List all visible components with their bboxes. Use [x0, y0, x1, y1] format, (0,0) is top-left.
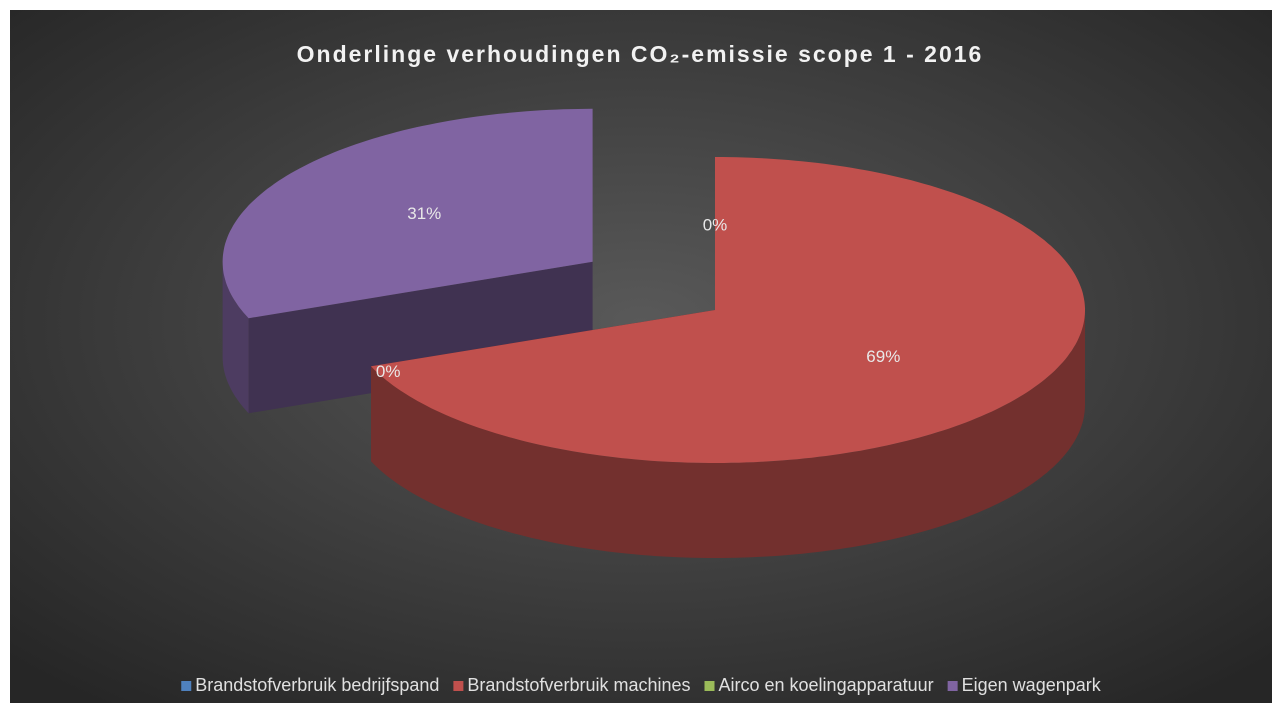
legend-label: Brandstofverbruik bedrijfspand: [195, 675, 439, 695]
legend-swatch: [704, 681, 715, 691]
legend-swatch: [181, 681, 192, 691]
slice: [222, 108, 593, 319]
data-label: 0%: [376, 362, 401, 381]
data-label: 0%: [703, 215, 728, 234]
legend-label: Airco en koelingapparatuur: [719, 675, 934, 695]
legend-swatch: [453, 681, 464, 691]
slice-wall: [371, 310, 1085, 558]
data-label: 31%: [407, 204, 441, 223]
legend-label: Brandstofverbruik machines: [467, 675, 690, 695]
chart-title: Onderlinge verhoudingen CO₂-emissie scop…: [297, 41, 984, 67]
legend-swatch: [947, 681, 958, 691]
data-label: 69%: [866, 347, 900, 366]
slice-wall: [222, 261, 249, 414]
slice: [371, 157, 1085, 463]
legend-label: Eigen wagenpark: [962, 675, 1102, 695]
slice-side: [248, 261, 593, 414]
legend: Brandstofverbruik bedrijfspand Brandstofv…: [181, 675, 1102, 695]
pie: 0% 69% 0% 31%: [222, 108, 1085, 558]
